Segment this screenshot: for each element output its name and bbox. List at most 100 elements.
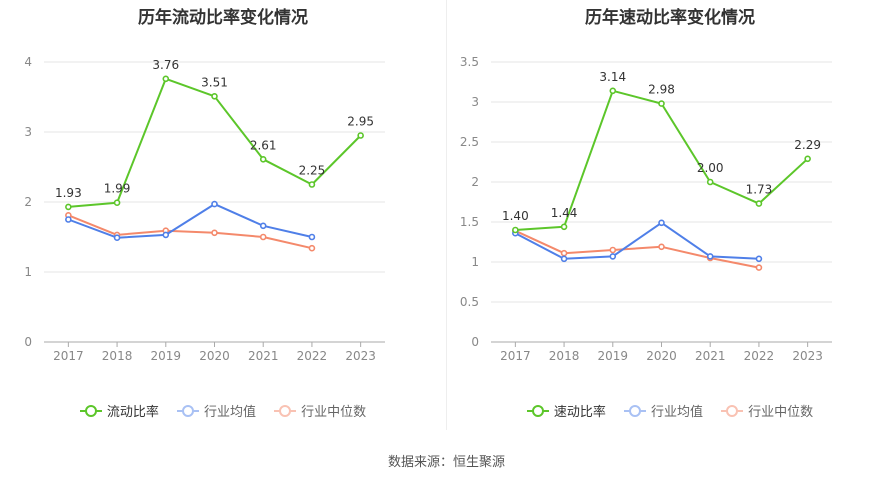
data-point [65,216,72,223]
y-tick-label: 3 [24,125,32,139]
data-point [658,243,665,251]
legend-item-industry-median[interactable]: 行业中位数 [721,401,813,420]
y-tick-label: 2 [24,195,32,209]
series-line [514,221,759,260]
data-point [560,255,568,263]
data-point [113,234,121,241]
data-point [804,155,811,163]
data-label: 3.14 [599,70,626,84]
legend-line-icon [176,404,199,417]
legend-line-icon [721,404,744,417]
x-tick-label: 2023 [345,349,376,363]
x-tick-label: 2021 [248,349,279,363]
panel-divider [446,0,447,430]
legend-line-icon [623,404,646,417]
current-ratio-chart: 0 1 2 3 4 2017 2018 2019 2020 2021 2022 2023 1.93 1.9… [24,55,385,363]
data-point [211,200,218,208]
y-tick-label: 1.5 [460,215,479,229]
data-point [308,244,316,252]
data-point [211,93,218,100]
data-label: 3.51 [201,75,228,89]
legend-label: 行业中位数 [748,405,814,420]
x-tick-label: 2022 [744,349,775,363]
series-line [67,214,313,250]
data-label: 1.44 [551,206,578,220]
data-label: 3.76 [152,58,179,72]
y-tick-label: 0.5 [460,295,479,309]
y-tick-label: 0 [24,335,32,349]
legend-label: 行业均值 [203,405,256,420]
x-tick-label: 2020 [199,349,230,363]
legend-item-current-ratio[interactable]: 流动比率 [79,401,159,420]
data-label: 2.25 [299,164,326,178]
data-label: 2.29 [794,138,821,152]
data-point [755,264,763,271]
x-tick-label: 2019 [151,349,182,363]
data-label: 1.99 [104,182,131,196]
data-point [259,233,267,241]
legend-item-quick-ratio[interactable]: 速动比率 [526,401,606,420]
y-tick-label: 0 [471,335,479,349]
data-label: 1.93 [55,186,82,200]
legend-label: 流动比率 [106,405,159,420]
data-point [211,229,218,237]
series-line [68,203,313,239]
y-tick-label: 1 [24,265,32,279]
y-tick-label: 3 [471,95,479,109]
legend-line-icon [526,404,549,417]
data-point [609,87,617,95]
chart-title: 历年流动比率变化情况 [138,8,308,28]
data-point [308,181,316,188]
data-label: 2.95 [347,115,374,129]
data-point [162,75,170,83]
data-point [755,255,763,263]
x-tick-label: 2019 [598,349,629,363]
data-point [658,100,665,107]
right-chart-panel: 历年速动比率变化情况 0 0.5 1 1.5 2 2.5 3 3.5 2017 2018 2019 2… [447,0,893,430]
legend-label: 速动比率 [553,405,606,420]
legend-item-industry-mean[interactable]: 行业均值 [623,401,703,420]
data-point [162,231,170,239]
legend-line-icon [274,404,297,417]
data-point [706,178,714,186]
legend-line-icon [79,404,102,417]
left-chart-panel: 历年流动比率变化情况 0 1 2 3 4 2017 2018 2019 2020 2021 2022… [0,0,446,430]
chart-legend: 速动比率 行业均值 行业中位数 [447,401,893,420]
legend-item-industry-mean[interactable]: 行业均值 [176,401,256,420]
y-tick-label: 2 [471,175,479,189]
legend-label: 行业均值 [650,405,703,420]
data-point [560,223,568,231]
data-point [560,249,568,257]
data-point [259,222,267,230]
x-tick-label: 2018 [102,349,133,363]
data-label: 2.61 [250,138,277,152]
x-tick-label: 2017 [53,349,84,363]
y-tick-label: 3.5 [460,55,479,69]
data-point [755,200,763,207]
x-tick-label: 2018 [549,349,580,363]
data-point [357,132,364,139]
legend-label: 行业中位数 [301,405,367,420]
data-point [512,226,519,234]
data-point [609,253,617,260]
chart-title: 历年速动比率变化情况 [585,8,755,28]
data-label: 1.40 [502,209,529,223]
data-point [113,199,121,206]
x-tick-label: 2020 [646,349,677,363]
x-tick-label: 2022 [297,349,328,363]
data-label: 2.98 [648,83,675,97]
data-point [658,219,665,227]
y-tick-label: 4 [24,55,32,69]
y-tick-label: 2.5 [460,135,479,149]
x-tick-label: 2017 [500,349,531,363]
chart-legend: 流动比率 行业均值 行业中位数 [0,401,446,420]
series-line [514,229,760,269]
data-source-note: 数据来源：恒生聚源 [387,455,505,470]
x-tick-label: 2021 [695,349,726,363]
data-point [259,156,267,163]
x-tick-label: 2023 [792,349,823,363]
legend-item-industry-median[interactable]: 行业中位数 [274,401,366,420]
data-point [65,203,72,211]
y-tick-label: 1 [471,255,479,269]
data-point [308,233,316,241]
